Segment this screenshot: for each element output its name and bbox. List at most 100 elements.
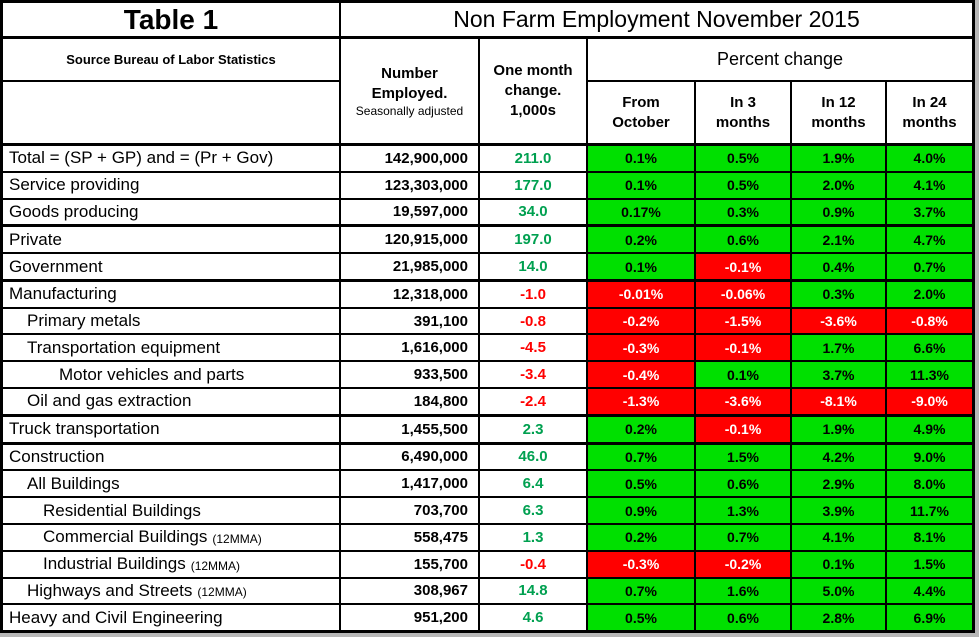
- percent-change-cell: -0.3%: [588, 551, 696, 577]
- percent-change-cell: 2.9%: [792, 471, 887, 497]
- row-label: Truck transportation: [3, 416, 341, 442]
- percent-change-cell: 2.0%: [887, 281, 972, 307]
- percent-change-cell: 1.6%: [696, 578, 792, 604]
- percent-subcol-header: In 24 months: [902, 94, 957, 131]
- one-month-change-value: -4.5: [480, 335, 588, 361]
- percent-change-cell: 1.9%: [792, 416, 887, 442]
- page-title: Non Farm Employment November 2015: [453, 6, 860, 32]
- percent-change-cell: -0.1%: [696, 335, 792, 361]
- percent-change-cell: 0.1%: [588, 172, 696, 198]
- number-employed-value: 951,200: [341, 605, 480, 631]
- row-label: Oil and gas extraction: [3, 389, 341, 414]
- percent-change-cell: 2.8%: [792, 605, 887, 631]
- number-employed-value: 391,100: [341, 308, 480, 334]
- table-row: Motor vehicles and parts 933,500 -3.4 -0.4%…: [3, 360, 972, 388]
- category-column-header: Source Bureau of Labor Statistics: [3, 39, 341, 143]
- table-row: Commercial Buildings (12MMA) 558,475 1.3 0.2…: [3, 522, 972, 550]
- percent-change-cell: 0.7%: [588, 578, 696, 604]
- percent-change-cell: 8.1%: [887, 524, 972, 550]
- one-month-change-value: 1.3: [480, 524, 588, 550]
- one-month-change-value: -0.4: [480, 551, 588, 577]
- percent-subcol-header: From October: [588, 82, 696, 143]
- number-employed-value: 19,597,000: [341, 199, 480, 225]
- category-header-spacer: [3, 82, 339, 143]
- one-month-change-value: -3.4: [480, 362, 588, 388]
- percent-change-cell: -3.6%: [696, 389, 792, 414]
- number-employed-value: 155,700: [341, 551, 480, 577]
- percent-change-cell: 5.0%: [792, 578, 887, 604]
- row-label: Commercial Buildings (12MMA): [3, 524, 341, 550]
- percent-change-cell: 4.4%: [887, 578, 972, 604]
- one-month-change-value: 2.3: [480, 416, 588, 442]
- percent-change-cell: 0.7%: [696, 524, 792, 550]
- percent-change-cell: -0.3%: [588, 335, 696, 361]
- percent-change-cell: -3.6%: [792, 308, 887, 334]
- percent-change-cell: 1.5%: [696, 444, 792, 470]
- percent-change-cell: 4.2%: [792, 444, 887, 470]
- number-employed-value: 6,490,000: [341, 444, 480, 470]
- one-month-change-value: 14.8: [480, 578, 588, 604]
- percent-change-cell: 0.9%: [588, 498, 696, 523]
- one-month-change-value: 4.6: [480, 605, 588, 631]
- row-label-suffix: (12MMA): [190, 558, 241, 573]
- percent-subcols: From October In 3 months In 12 months In 24 mon…: [588, 82, 972, 143]
- row-label: Government: [3, 254, 341, 279]
- percent-change-cell: 0.2%: [588, 524, 696, 550]
- one-month-change-value: 6.3: [480, 498, 588, 523]
- table-row: Residential Buildings 703,700 6.3 0.9% 1.3% 3…: [3, 496, 972, 523]
- one-month-change-value: -0.8: [480, 308, 588, 334]
- number-employed-label: Number Employed.: [371, 65, 448, 102]
- table-row: All Buildings 1,417,000 6.4 0.5% 0.6% 2.9% 8.0…: [3, 469, 972, 497]
- percent-change-cell: -0.1%: [696, 416, 792, 442]
- percent-change-cell: 9.0%: [887, 444, 972, 470]
- percent-change-cell: 11.7%: [887, 498, 972, 523]
- table-row: Highways and Streets (12MMA) 308,967 14.8 0.…: [3, 576, 972, 604]
- one-month-change-value: 197.0: [480, 227, 588, 253]
- percent-change-cell: 0.5%: [696, 146, 792, 171]
- row-label: Private: [3, 227, 341, 253]
- percent-change-group: Percent change From October In 3 months In 1…: [588, 39, 972, 143]
- row-label: Construction: [3, 444, 341, 470]
- percent-change-cell: -8.1%: [792, 389, 887, 414]
- number-employed-value: 558,475: [341, 524, 480, 550]
- percent-change-cell: 0.5%: [588, 471, 696, 497]
- one-month-change-value: 46.0: [480, 444, 588, 470]
- percent-change-cell: 1.7%: [792, 335, 887, 361]
- seasonally-adjusted-label: Seasonally adjusted: [355, 104, 464, 118]
- row-label: Total = (SP + GP) and = (Pr + Gov): [3, 146, 341, 171]
- percent-change-cell: 3.7%: [792, 362, 887, 388]
- one-month-change-value: 14.0: [480, 254, 588, 279]
- row-label: Manufacturing: [3, 281, 341, 307]
- row-label: Motor vehicles and parts: [3, 362, 341, 388]
- percent-change-cell: -0.8%: [887, 308, 972, 334]
- table-row: Industrial Buildings (12MMA) 155,700 -0.4 -0…: [3, 549, 972, 577]
- header-row: Source Bureau of Labor Statistics Number…: [3, 39, 972, 146]
- percent-change-cell: 11.3%: [887, 362, 972, 388]
- table-row: Construction 6,490,000 46.0 0.7% 1.5% 4.2% 9.0…: [3, 441, 972, 470]
- percent-change-cell: -9.0%: [887, 389, 972, 414]
- row-label: Highways and Streets (12MMA): [3, 578, 341, 604]
- table-row: Truck transportation 1,455,500 2.3 0.2% -0.1…: [3, 413, 972, 442]
- percent-change-cell: 0.1%: [696, 362, 792, 388]
- one-month-change-value: -1.0: [480, 281, 588, 307]
- percent-change-cell: -0.06%: [696, 281, 792, 307]
- row-label: Goods producing: [3, 199, 341, 225]
- number-employed-value: 703,700: [341, 498, 480, 523]
- percent-change-cell: 0.17%: [588, 199, 696, 225]
- percent-change-header: Percent change: [588, 39, 972, 82]
- percent-change-cell: 0.1%: [588, 254, 696, 279]
- one-month-change-value: 211.0: [480, 146, 588, 171]
- number-employed-value: 21,985,000: [341, 254, 480, 279]
- source-note: Source Bureau of Labor Statistics: [3, 39, 339, 82]
- number-employed-value: 933,500: [341, 362, 480, 388]
- column-header-one-month-change: One month change. 1,000s: [480, 39, 588, 143]
- row-label: Residential Buildings: [3, 498, 341, 523]
- percent-change-cell: 6.9%: [887, 605, 972, 631]
- percent-change-cell: 0.6%: [696, 471, 792, 497]
- row-label-suffix: (12MMA): [197, 585, 247, 600]
- one-month-change-value: 177.0: [480, 172, 588, 198]
- row-label: Primary metals: [3, 308, 341, 334]
- table-row: Total = (SP + GP) and = (Pr + Gov) 142,90…: [3, 146, 972, 171]
- percent-change-cell: 0.1%: [588, 146, 696, 171]
- table-row: Transportation equipment 1,616,000 -4.5 -0.…: [3, 333, 972, 361]
